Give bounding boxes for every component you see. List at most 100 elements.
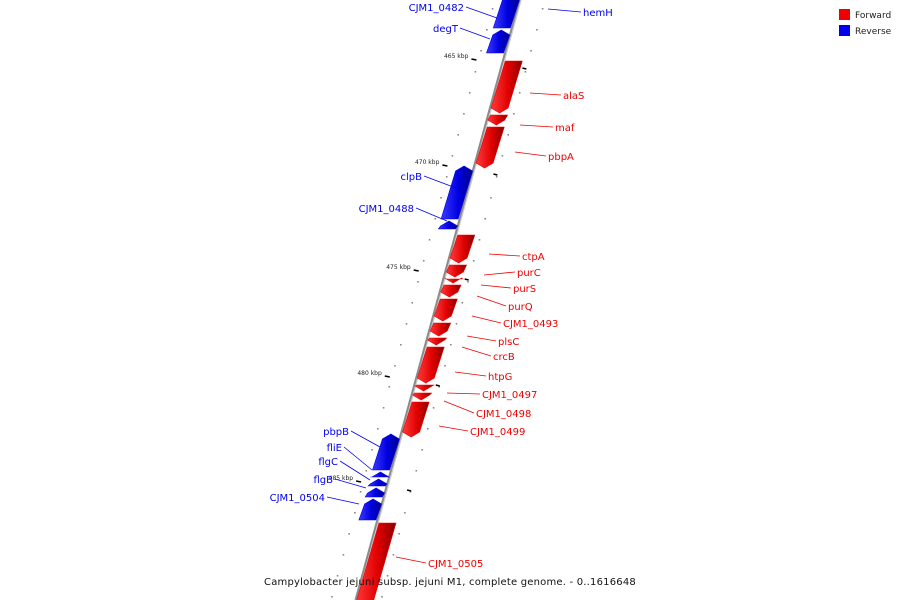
gene-label-CJM1_0482[interactable]: CJM1_0482 xyxy=(409,3,464,14)
gene-features xyxy=(355,0,523,600)
minor-tick-mark xyxy=(354,512,356,514)
scale-tick-mark xyxy=(493,173,498,176)
scale-tick-mark xyxy=(413,269,419,272)
gene-arrow-purS[interactable] xyxy=(444,277,464,284)
minor-tick-mark xyxy=(445,176,448,178)
minor-tick-mark xyxy=(392,554,395,556)
scale-tick-mark xyxy=(522,67,527,70)
gene-label-purS[interactable]: purS xyxy=(513,284,536,295)
gene-arrow-CJM1_0499[interactable] xyxy=(402,401,430,438)
scale-ticks: 465 kbp 470 kbp 475 kbp 480 kbp 485 kbp xyxy=(329,53,527,492)
gene-label-alaS[interactable]: alaS xyxy=(563,91,584,102)
gene-label-fliE[interactable]: fliE xyxy=(327,443,342,454)
gene-arrow-flgB[interactable] xyxy=(364,487,386,498)
scale-tick-mark xyxy=(406,489,412,492)
minor-tick-mark xyxy=(331,596,333,598)
gene-label-hemH[interactable]: hemH xyxy=(583,8,613,19)
gene-arrow-clpB[interactable] xyxy=(440,165,473,220)
gene-leader-line xyxy=(438,425,469,432)
minor-tick-mark xyxy=(394,365,396,367)
minor-tick-mark xyxy=(461,302,464,304)
gene-label-purC[interactable]: purC xyxy=(517,268,541,279)
gene-arrow-CJM1_0497[interactable] xyxy=(414,384,435,392)
gene-arrow-alaS[interactable] xyxy=(490,60,523,114)
minor-tick-mark xyxy=(467,281,469,283)
gene-arrow-plsC[interactable] xyxy=(429,322,452,337)
gene-arrow-flgC[interactable] xyxy=(367,478,388,487)
gene-arrow-ctpA[interactable] xyxy=(449,234,476,264)
gene-leader-line xyxy=(483,271,516,276)
scale-tick-label: 470 kbp xyxy=(415,159,440,166)
minor-tick-mark xyxy=(486,29,488,31)
gene-label-flgB[interactable]: flgB xyxy=(313,475,333,486)
gene-label-pbpA[interactable]: pbpA xyxy=(548,152,574,163)
legend-swatch-forward xyxy=(839,9,850,20)
minor-tick-mark xyxy=(417,281,419,283)
minor-tick-mark xyxy=(359,491,362,493)
gene-arrow-crcB[interactable] xyxy=(427,337,448,346)
gene-arrow-pbpB[interactable] xyxy=(372,433,400,471)
gene-arrow-CJM1_0493[interactable] xyxy=(433,298,458,322)
minor-tick-mark xyxy=(536,29,538,31)
gene-label-CJM1_0493[interactable]: CJM1_0493 xyxy=(503,319,558,330)
gene-arrow-CJM1_0498[interactable] xyxy=(412,392,433,401)
minor-tick-mark xyxy=(518,92,521,94)
gene-label-plsC[interactable]: plsC xyxy=(498,337,519,348)
gene-label-clpB[interactable]: clpB xyxy=(401,172,423,183)
gene-label-CJM1_0497[interactable]: CJM1_0497 xyxy=(482,390,537,401)
gene-leader-line xyxy=(529,92,562,96)
minor-tick-mark xyxy=(371,449,373,451)
gene-label-ctpA[interactable]: ctpA xyxy=(522,252,545,263)
gene-label-flgC[interactable]: flgC xyxy=(318,457,338,468)
gene-arrow-purQ[interactable] xyxy=(440,284,462,298)
gene-label-maf[interactable]: maf xyxy=(555,123,575,134)
minor-tick-mark xyxy=(513,113,515,115)
gene-label-crcB[interactable]: crcB xyxy=(493,352,515,363)
gene-leader-line xyxy=(339,460,371,481)
minor-tick-mark xyxy=(480,50,482,52)
minor-tick-mark xyxy=(428,239,431,241)
legend-label-forward: Forward xyxy=(855,11,891,21)
gene-arrow-CJM1_0504[interactable] xyxy=(358,498,382,521)
minor-tick-mark xyxy=(490,197,492,199)
gene-label-htpG[interactable]: htpG xyxy=(488,372,512,383)
minor-tick-mark xyxy=(398,533,400,535)
minor-tick-mark xyxy=(507,134,509,136)
minor-tick-mark xyxy=(336,575,339,577)
gene-label-pbpB[interactable]: pbpB xyxy=(323,427,349,438)
minor-tick-mark xyxy=(438,386,441,388)
gene-arrow-htpG[interactable] xyxy=(416,346,445,384)
backbone-dots xyxy=(331,8,544,598)
gene-label-degT[interactable]: degT xyxy=(433,24,459,35)
minor-tick-mark xyxy=(440,197,442,199)
gene-leader-line xyxy=(461,346,492,357)
gene-arrow-pbpA[interactable] xyxy=(475,126,505,169)
gene-arrow-CJM1_0488[interactable] xyxy=(437,220,459,230)
gene-leader-line xyxy=(519,124,554,128)
minor-tick-mark xyxy=(421,449,423,451)
gene-arrow-fliE[interactable] xyxy=(370,471,391,478)
scale-tick-mark xyxy=(355,480,362,483)
gene-leader-line xyxy=(443,400,475,414)
gene-label-CJM1_0499[interactable]: CJM1_0499 xyxy=(470,427,525,438)
gene-arrow-CJM1_0482[interactable] xyxy=(492,0,520,29)
gene-label-CJM1_0504[interactable]: CJM1_0504 xyxy=(270,493,325,504)
gene-leader-line xyxy=(471,315,502,324)
minor-tick-mark xyxy=(463,113,465,115)
gene-label-CJM1_0498[interactable]: CJM1_0498 xyxy=(476,409,531,420)
minor-tick-mark xyxy=(411,302,414,304)
gene-arrow-CJM1_0505[interactable] xyxy=(355,522,397,600)
minor-tick-mark xyxy=(495,176,498,178)
gene-arrow-maf[interactable] xyxy=(487,114,509,126)
gene-label-CJM1_0505[interactable]: CJM1_0505 xyxy=(428,559,483,570)
minor-tick-mark xyxy=(434,218,436,220)
gene-label-CJM1_0488[interactable]: CJM1_0488 xyxy=(359,204,414,215)
scale-tick-label: 475 kbp xyxy=(386,264,411,271)
gene-label-purQ[interactable]: purQ xyxy=(508,302,533,313)
minor-tick-mark xyxy=(365,470,368,472)
gene-arrow-purC[interactable] xyxy=(445,264,468,278)
gene-arrow-degT[interactable] xyxy=(486,29,511,54)
minor-tick-mark xyxy=(444,365,446,367)
genome-caption: Campylobacter jejuni subsp. jejuni M1, c… xyxy=(264,577,636,588)
